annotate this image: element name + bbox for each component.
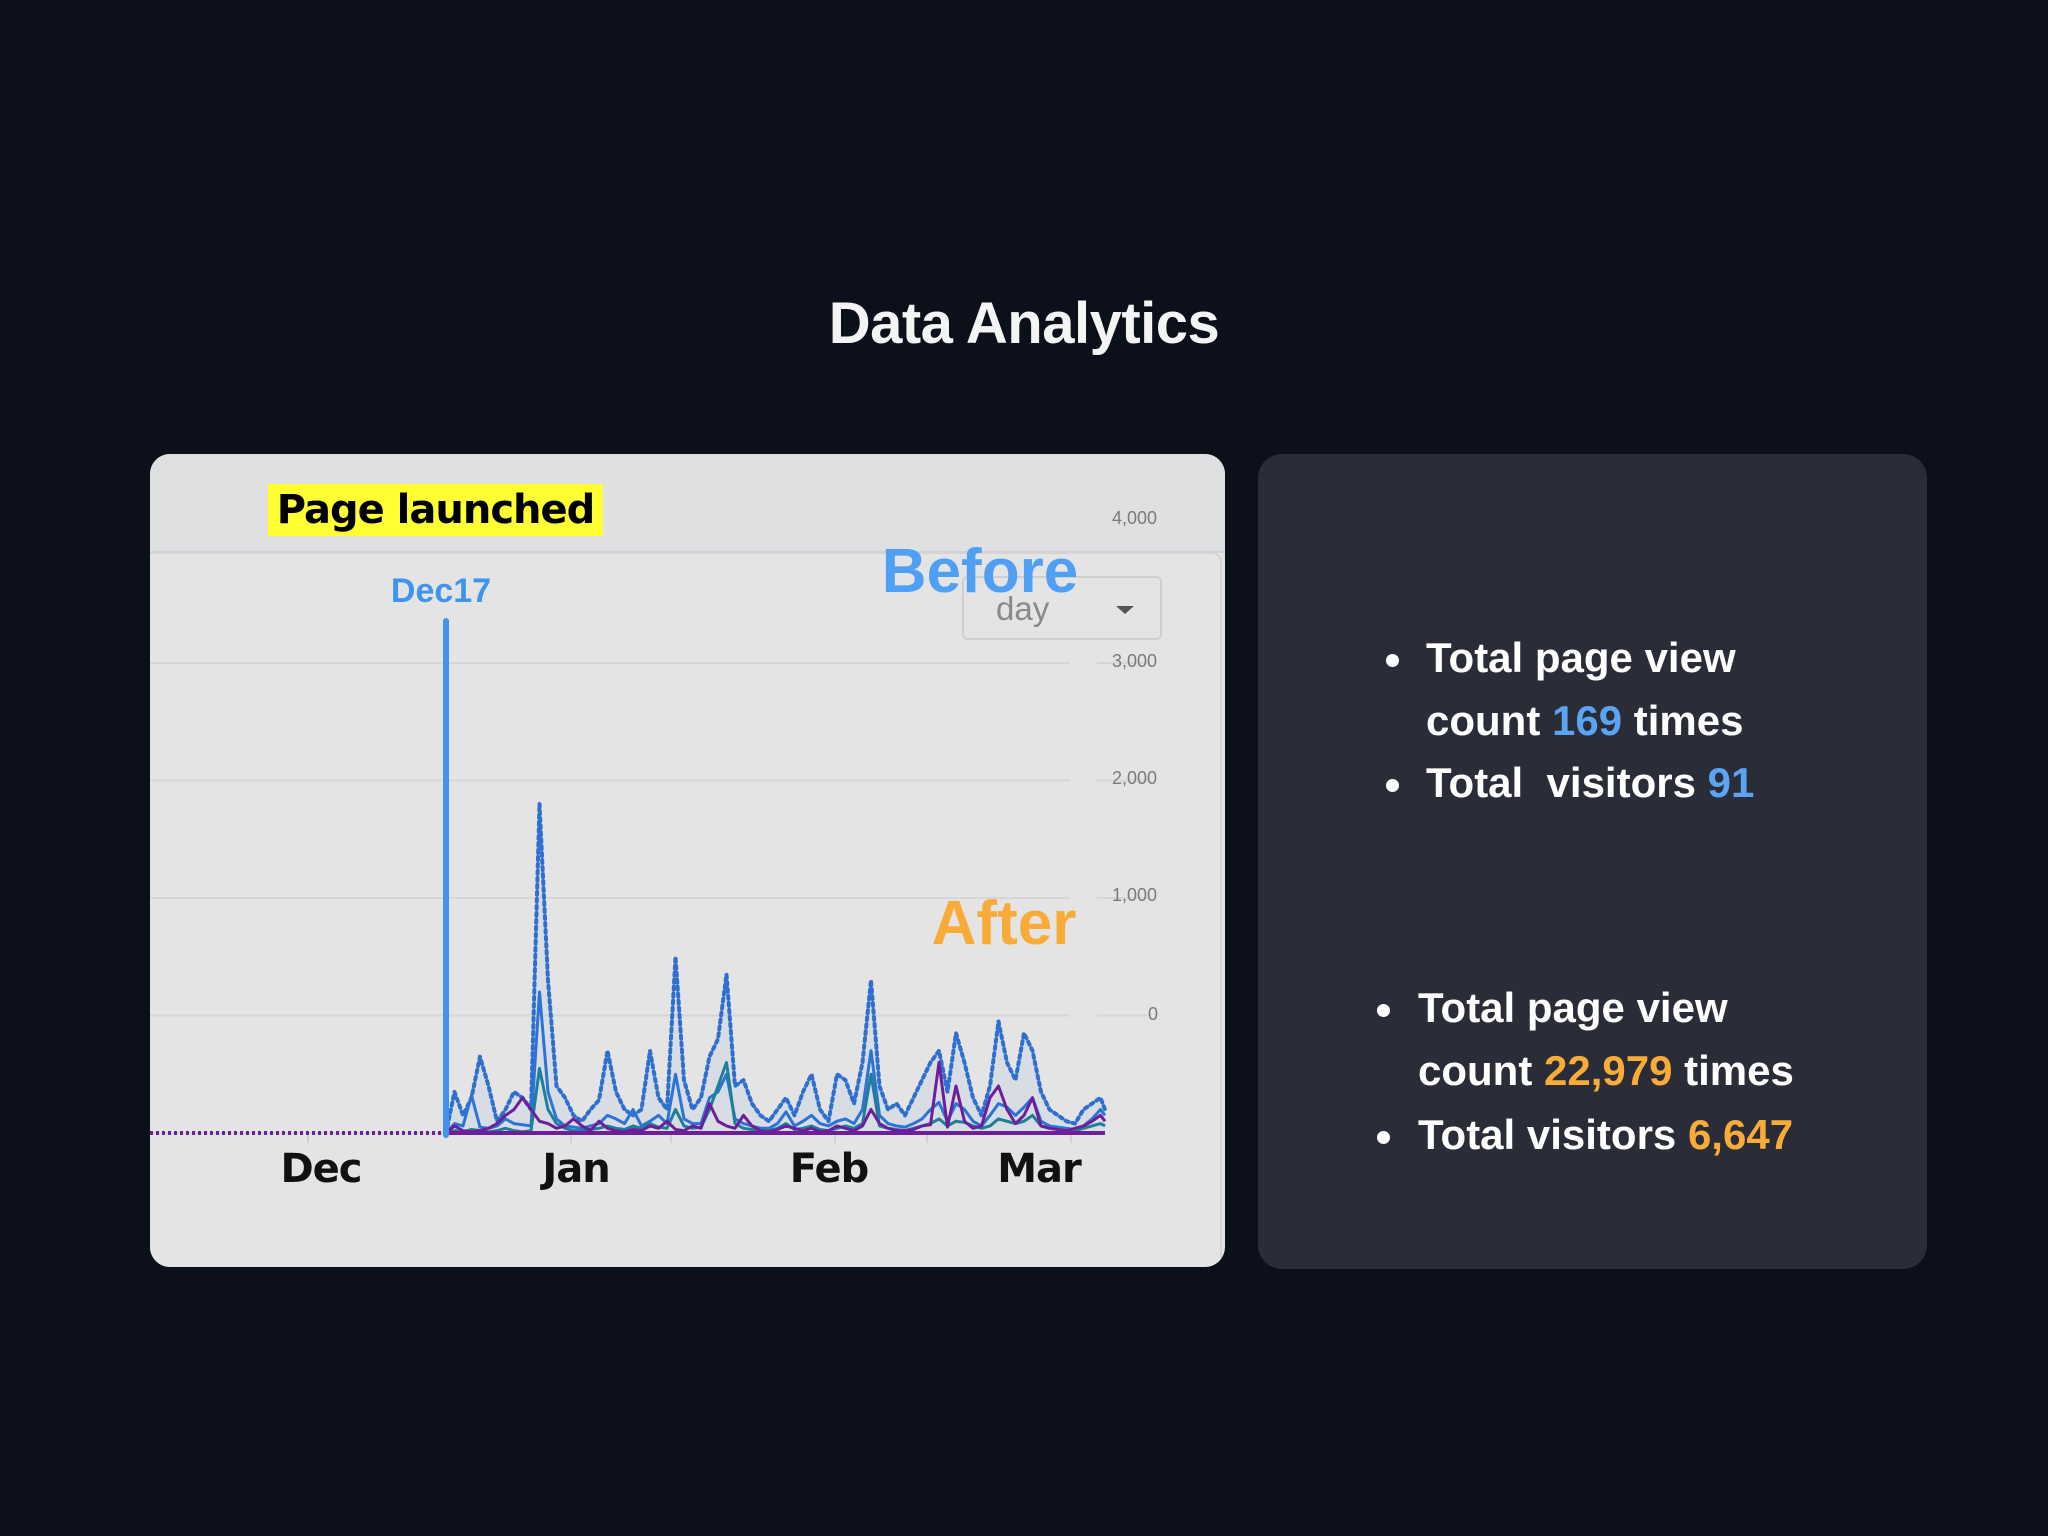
x-label-jan: Jan [542,1146,610,1192]
page-launched-annotation: Page launched [268,484,603,536]
y-tick-3000: 3,000 [1112,651,1158,671]
page-title: Data Analytics [828,291,1220,356]
bullet-icon [1377,1131,1390,1144]
y-tick-4000: 4,000 [1112,508,1158,528]
stats-card [1258,454,1927,1269]
chart-header: Page launched [150,454,1225,553]
y-tick-2000: 2,000 [1112,768,1158,788]
after-visitors-line: Total visitors 6,647 [1418,1111,1794,1158]
after-page-views-value: 22,979 [1543,1047,1673,1094]
before-page-views-line2: count 169 times [1426,697,1744,744]
series-blue [444,990,1107,1135]
before-visitors-line: Total visitors 91 [1426,759,1755,806]
chevron-down-icon [1116,606,1134,614]
before-visitors-value: 91 [1707,759,1755,806]
granularity-dropdown[interactable]: day [962,576,1162,640]
chart-card: Page launched Dec17 day 4,000 3,000 2,00… [150,454,1225,1267]
bullet-icon [1386,779,1399,792]
line-chart [150,618,1150,1143]
after-page-views-line1: Total page view [1418,984,1728,1031]
series-dotted-blue [444,802,1107,1135]
x-label-dec: Dec [280,1146,362,1192]
series-lines [150,802,1107,1135]
x-label-mar: Mar [997,1146,1082,1192]
before-page-views-value: 169 [1551,697,1623,744]
after-heading: After [931,889,1077,958]
dropdown-value: day [996,590,1050,627]
x-label-feb: Feb [789,1146,869,1192]
before-heading: Before [881,537,1079,606]
series-purple [445,1061,1107,1135]
before-page-views-line1: Total page view [1426,634,1736,681]
y-tick-0: 0 [1148,1004,1159,1024]
chart-panel [150,552,1222,1267]
bullet-icon [1377,1004,1390,1017]
bullet-icon [1386,654,1399,667]
after-visitors-value: 6,647 [1687,1111,1794,1158]
after-page-views-line2: count 22,979 times [1418,1047,1794,1094]
y-tick-1000: 1,000 [1112,885,1158,905]
